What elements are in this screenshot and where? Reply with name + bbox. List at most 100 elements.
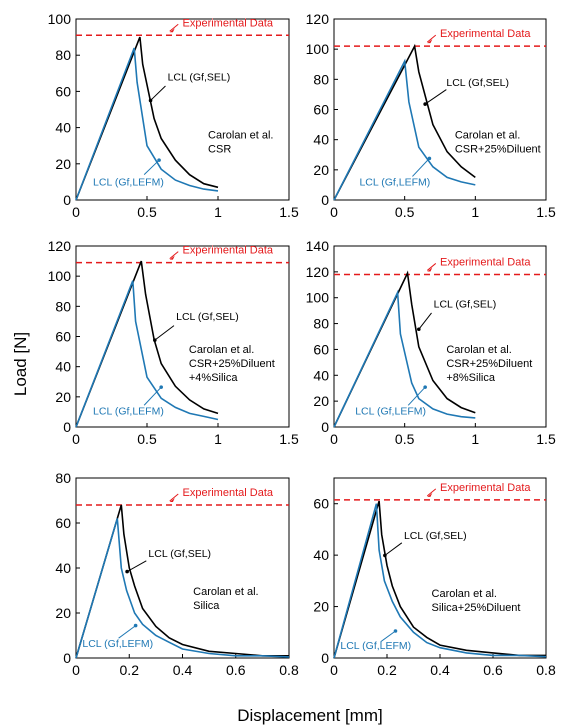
x-tick-label: 0.6 — [226, 662, 246, 678]
experimental-label: Experimental Data — [183, 487, 274, 499]
sel-arrow — [418, 312, 432, 330]
y-tick-label: 140 — [306, 238, 330, 254]
y-tick-label: 100 — [306, 41, 330, 57]
sel-arrowhead — [417, 327, 421, 332]
sel-arrow — [150, 85, 166, 101]
y-tick-label: 20 — [313, 162, 329, 178]
chart-panel-1: 0 0.5 1 1.5 0 20 40 60 80 100 Experimental Data LCL… — [48, 11, 299, 220]
lefm-arrow — [407, 386, 426, 406]
x-tick-label: 1.5 — [279, 204, 299, 220]
experimental-arrowhead — [427, 492, 433, 497]
x-tick-label: 0.6 — [483, 662, 503, 678]
lefm-arrowhead — [423, 385, 427, 389]
plot-frame — [75, 18, 290, 201]
y-tick-label: 0 — [321, 192, 329, 208]
experimental-arrow — [426, 263, 437, 271]
x-tick-label: 1.5 — [279, 431, 299, 447]
annotation-line: CSR+25%Diluent — [189, 358, 275, 370]
experimental-arrow — [426, 488, 437, 497]
y-tick-label: 120 — [306, 264, 330, 280]
series-line-lefm — [333, 58, 476, 201]
y-tick-label: 20 — [313, 599, 329, 615]
y-tick-label: 40 — [313, 367, 329, 383]
y-tick-label: 60 — [55, 83, 71, 99]
y-tick-label: 0 — [321, 419, 329, 435]
experimental-arrowhead — [427, 267, 433, 272]
y-tick-label: 40 — [313, 132, 329, 148]
x-tick-label: 0 — [72, 431, 80, 447]
series-line-sel — [75, 504, 289, 659]
lefm-arrow — [143, 159, 160, 176]
lefm-arrow — [380, 630, 396, 643]
experimental-arrowhead — [169, 498, 175, 502]
figure-xlabel: Displacement [mm] — [237, 706, 382, 725]
lefm-arrowhead — [157, 158, 161, 162]
sel-series-label: LCL (Gf,SEL) — [176, 311, 239, 323]
annotation-line: Carolan et al. — [193, 586, 258, 598]
series-line-lefm — [75, 280, 219, 428]
lefm-series-label: LCL (Gf,LEFM) — [359, 177, 430, 189]
y-tick-label: 0 — [63, 650, 71, 666]
y-tick-label: 80 — [55, 47, 71, 63]
y-tick-label: 100 — [48, 11, 72, 27]
x-tick-label: 0 — [330, 662, 338, 678]
annotation-line: Carolan et al. — [446, 344, 511, 356]
series-line-sel — [75, 260, 219, 428]
lefm-arrowhead — [133, 623, 138, 628]
sel-arrowhead — [153, 338, 157, 342]
sel-arrowhead — [423, 102, 427, 106]
sel-arrow — [126, 560, 147, 573]
x-tick-label: 0.2 — [377, 662, 397, 678]
y-tick-label: 20 — [55, 389, 71, 405]
experimental-label: Experimental Data — [183, 245, 274, 257]
series-line-sel — [333, 43, 476, 201]
y-tick-label: 40 — [55, 359, 71, 375]
x-tick-label: 0.2 — [120, 662, 140, 678]
annotation-line: +4%Silica — [189, 372, 238, 384]
sel-arrow — [384, 542, 403, 556]
chart-panel-4: 0 0.5 1 1.5 0 20 40 60 80 100 120 140 Experimental D… — [306, 238, 556, 447]
lefm-arrow — [143, 386, 162, 406]
y-tick-label: 100 — [48, 268, 72, 284]
y-tick-label: 60 — [313, 102, 329, 118]
chart-panel-3: 0 0.5 1 1.5 0 20 40 60 80 100 120 Experimental Data… — [48, 238, 299, 447]
experimental-arrow — [426, 34, 437, 43]
experimental-arrowhead — [169, 255, 175, 260]
y-tick-label: 20 — [313, 393, 329, 409]
x-tick-label: 1 — [471, 204, 479, 220]
y-tick-label: 40 — [313, 547, 329, 563]
chart-panel-6: 0 0.2 0.4 0.6 0.8 0 20 40 60 Experimental Data LCL… — [313, 477, 556, 678]
plot-frame — [333, 245, 547, 428]
series-line-sel — [75, 36, 219, 201]
experimental-arrow — [169, 493, 179, 502]
annotation-line: Silica — [193, 600, 220, 612]
series-line-lefm — [333, 289, 476, 428]
x-tick-label: 0 — [330, 431, 338, 447]
x-tick-label: 1 — [214, 204, 222, 220]
x-tick-label: 0.8 — [279, 662, 299, 678]
lefm-arrowhead — [393, 629, 398, 633]
annotation-line: +8%Silica — [446, 372, 495, 384]
y-tick-label: 0 — [321, 650, 329, 666]
annotation-line: Silica+25%Diluent — [432, 602, 521, 614]
plot-frame — [333, 477, 547, 659]
lefm-series-label: LCL (Gf,LEFM) — [93, 177, 164, 189]
y-tick-label: 80 — [55, 298, 71, 314]
experimental-label: Experimental Data — [440, 482, 531, 494]
y-tick-label: 20 — [55, 605, 71, 621]
chart-panel-2: 0 0.5 1 1.5 0 20 40 60 80 100 120 Experimental Data… — [306, 11, 556, 220]
sel-series-label: LCL (Gf,SEL) — [168, 72, 231, 84]
experimental-arrowhead — [169, 28, 175, 33]
lefm-series-label: LCL (Gf,LEFM) — [93, 405, 164, 417]
lefm-arrow — [118, 625, 136, 639]
annotation-line: CSR+25%Diluent — [455, 143, 541, 155]
sel-series-label: LCL (Gf,SEL) — [446, 77, 509, 89]
y-tick-label: 120 — [306, 11, 330, 27]
sel-arrow — [154, 325, 175, 341]
experimental-arrowhead — [427, 39, 433, 44]
y-tick-label: 60 — [313, 341, 329, 357]
series-line-lefm — [333, 503, 547, 659]
experimental-label: Experimental Data — [440, 28, 531, 40]
x-tick-label: 0.5 — [395, 204, 415, 220]
